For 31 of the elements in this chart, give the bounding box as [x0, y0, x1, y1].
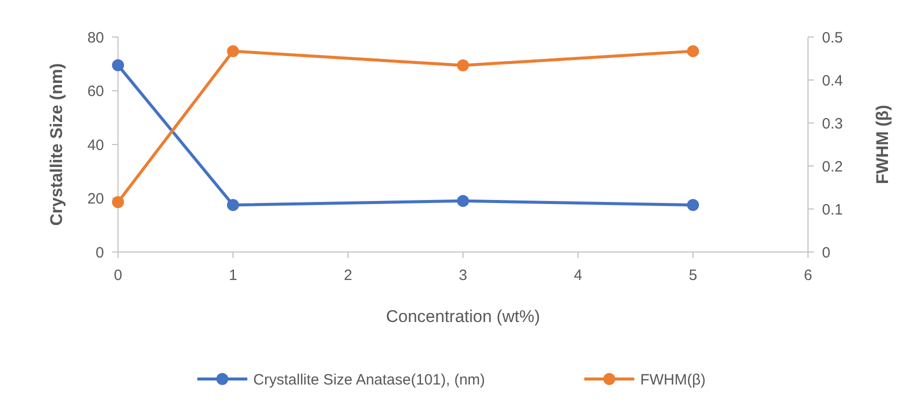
- y-axis-title: Crystallite Size (nm): [47, 63, 66, 226]
- point: [687, 45, 699, 58]
- y2-tick-label: 0.4: [822, 72, 843, 90]
- y-tick-label: 20: [87, 190, 104, 208]
- x-tick-label: 2: [344, 267, 352, 284]
- y2-tick-label: 0.3: [822, 115, 843, 132]
- y-tick-label: 80: [87, 29, 104, 46]
- y-tick-label: 60: [87, 83, 104, 100]
- point: [112, 196, 124, 208]
- point: [112, 59, 124, 72]
- point: [227, 198, 239, 211]
- y2-axis-title: FWHM (β): [873, 104, 892, 184]
- x-tick-label: 6: [804, 267, 812, 284]
- point: [457, 194, 469, 207]
- y2-tick-label: 0: [822, 244, 830, 262]
- x-tick-label: 3: [458, 267, 468, 284]
- point: [227, 45, 239, 58]
- point: [687, 198, 699, 211]
- legend-label: Crystallite Size Anatase(101), (nm): [253, 371, 486, 388]
- x-tick-label: 4: [574, 267, 582, 284]
- y2-tick-label: 0.1: [822, 201, 843, 218]
- y2-tick-label: 0.2: [822, 158, 843, 176]
- x-axis-title: Concentration (wt%): [386, 307, 540, 326]
- x-tick-label: 0: [114, 267, 122, 284]
- x-tick-label: 1: [228, 267, 238, 284]
- y-tick-label: 40: [87, 136, 104, 154]
- x-tick-label: 5: [688, 267, 698, 284]
- y2-tick-label: 0.5: [822, 29, 843, 46]
- y-tick-label: 0: [96, 244, 104, 262]
- legend-label: FWHM(β): [640, 371, 706, 388]
- point: [457, 59, 469, 72]
